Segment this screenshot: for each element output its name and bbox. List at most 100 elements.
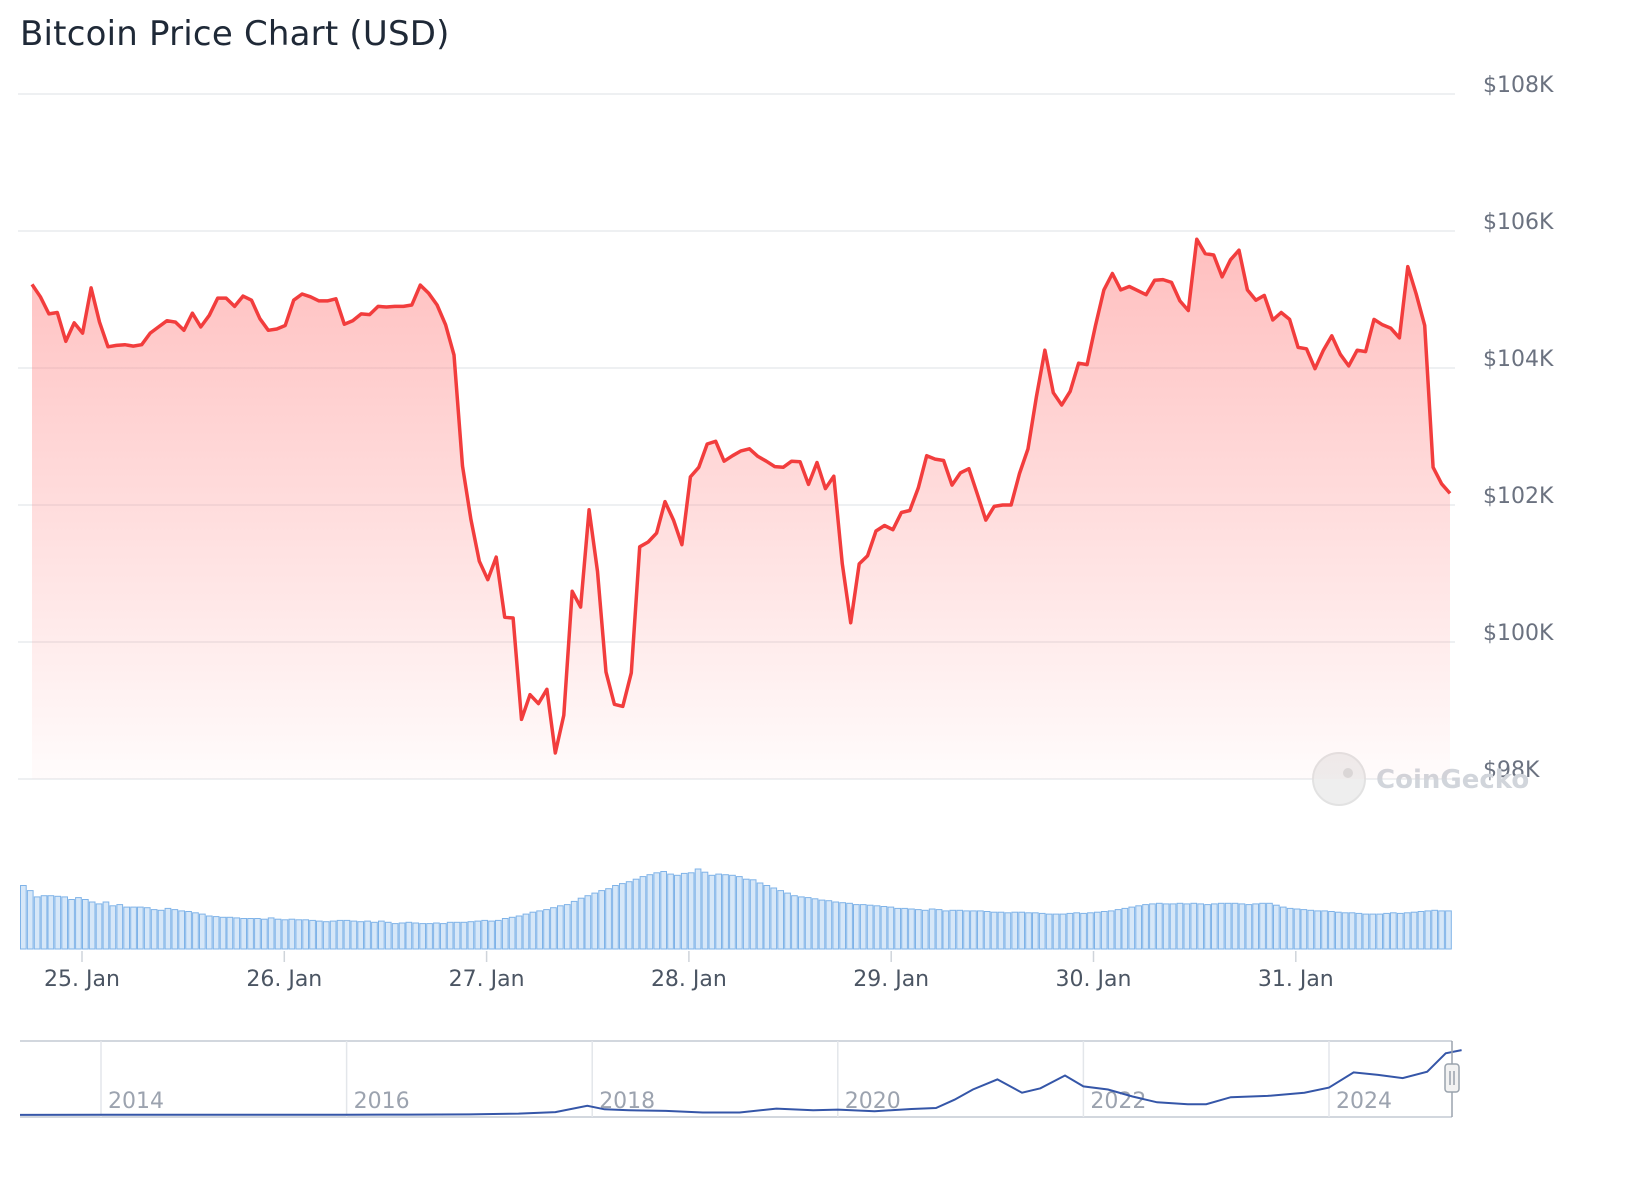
volume-bar xyxy=(350,920,358,950)
volume-bar xyxy=(199,913,206,950)
volume-bar xyxy=(798,896,805,950)
volume-bar xyxy=(1341,912,1349,950)
volume-bar xyxy=(550,907,557,950)
volume-bar xyxy=(908,908,915,950)
x-tick-label: 27. Jan xyxy=(449,967,525,992)
volume-bar xyxy=(433,922,440,950)
volume-bar xyxy=(1080,912,1087,950)
volume-bar xyxy=(357,921,364,950)
volume-bar xyxy=(440,923,447,950)
volume-bar xyxy=(825,900,833,950)
volume-bar xyxy=(26,890,34,950)
volume-bar xyxy=(1018,911,1025,950)
volume-bar xyxy=(901,907,908,950)
volume-bar xyxy=(1328,911,1335,950)
volume-bar xyxy=(639,876,647,950)
volume-bar xyxy=(570,900,578,950)
volume-bar xyxy=(309,919,316,950)
y-tick-label: $100K xyxy=(1483,621,1554,646)
volume-bar xyxy=(646,874,654,950)
volume-bar xyxy=(598,890,605,950)
volume-bar xyxy=(95,903,103,950)
volume-bar xyxy=(1362,913,1370,950)
volume-bar xyxy=(990,911,998,950)
price-area-fill xyxy=(32,239,1450,779)
volume-bar xyxy=(1314,910,1322,950)
volume-bar xyxy=(1121,907,1129,950)
volume-bar xyxy=(619,883,626,950)
volume-bar xyxy=(171,909,179,950)
volume-bar xyxy=(1335,911,1342,950)
volume-bar xyxy=(1162,903,1170,950)
volume-bar xyxy=(288,918,296,950)
volume-bar xyxy=(1417,911,1425,950)
volume-bar xyxy=(832,901,840,950)
volume-bar xyxy=(674,874,681,950)
volume-bar xyxy=(40,895,48,950)
navigator-year-label: 2024 xyxy=(1336,1089,1392,1114)
volume-bar xyxy=(1204,904,1211,950)
volume-bar xyxy=(1073,912,1081,950)
navigator-year-label: 2014 xyxy=(108,1089,164,1114)
volume-bar xyxy=(109,905,117,950)
volume-bar xyxy=(701,871,709,950)
range-navigator[interactable]: 2014 2016 2018 2020 2022 2024 xyxy=(19,1040,1462,1118)
volume-bar xyxy=(495,919,502,950)
y-tick-label: $98K xyxy=(1483,758,1540,783)
volume-bar xyxy=(729,874,736,950)
volume-bar xyxy=(412,922,420,950)
volume-bar xyxy=(1011,911,1019,950)
volume-bar xyxy=(866,904,874,950)
volume-bar xyxy=(336,919,344,950)
volume-bar xyxy=(488,920,495,950)
volume-bar xyxy=(61,896,68,950)
volume-bar xyxy=(467,921,475,950)
volume-bar xyxy=(1032,912,1039,950)
volume-bar xyxy=(68,899,75,950)
volume-bar xyxy=(1431,909,1439,950)
volume-bar xyxy=(784,892,791,950)
volume-bar xyxy=(536,910,543,950)
volume-bar xyxy=(694,868,702,950)
volume-bar xyxy=(529,911,537,950)
volume-bar xyxy=(1376,913,1384,950)
volume-bar xyxy=(632,878,640,950)
volume-bar xyxy=(419,923,426,950)
volume-bar xyxy=(722,874,729,950)
volume-bar xyxy=(391,923,399,950)
price-area-series[interactable] xyxy=(30,237,1452,779)
volume-bar xyxy=(1190,902,1198,950)
volume-bar xyxy=(873,905,881,950)
volume-bar xyxy=(687,872,695,950)
volume-bar xyxy=(543,909,550,950)
volume-bar xyxy=(1114,909,1122,950)
volume-bar xyxy=(398,922,406,950)
volume-bar xyxy=(1052,913,1060,950)
volume-bar xyxy=(1245,904,1253,950)
volume-bar xyxy=(1217,902,1225,950)
volume-bar xyxy=(1424,910,1432,950)
volume-bar xyxy=(1059,913,1067,950)
volume-bar xyxy=(660,871,667,950)
volume-bar xyxy=(811,898,819,950)
volume-bar xyxy=(302,919,309,950)
volume-bar xyxy=(680,872,688,950)
y-tick-label: $108K xyxy=(1483,73,1554,98)
volume-bar xyxy=(219,916,227,950)
volume-bar xyxy=(453,921,461,950)
volume-bar xyxy=(736,876,743,950)
volume-bar xyxy=(371,921,378,950)
volume-bar xyxy=(150,909,158,950)
volume-bar xyxy=(343,919,351,950)
volume-bar xyxy=(1438,910,1445,950)
volume-bar xyxy=(205,915,213,950)
volume-bar xyxy=(364,920,371,950)
volume-bar xyxy=(887,906,895,950)
volume-bar xyxy=(123,906,131,950)
volume-bar xyxy=(921,909,929,950)
page-title: Bitcoin Price Chart (USD) xyxy=(20,14,450,54)
volume-bar xyxy=(577,897,585,950)
volume-bar xyxy=(1156,902,1163,950)
volume-bars[interactable] xyxy=(20,868,1452,950)
